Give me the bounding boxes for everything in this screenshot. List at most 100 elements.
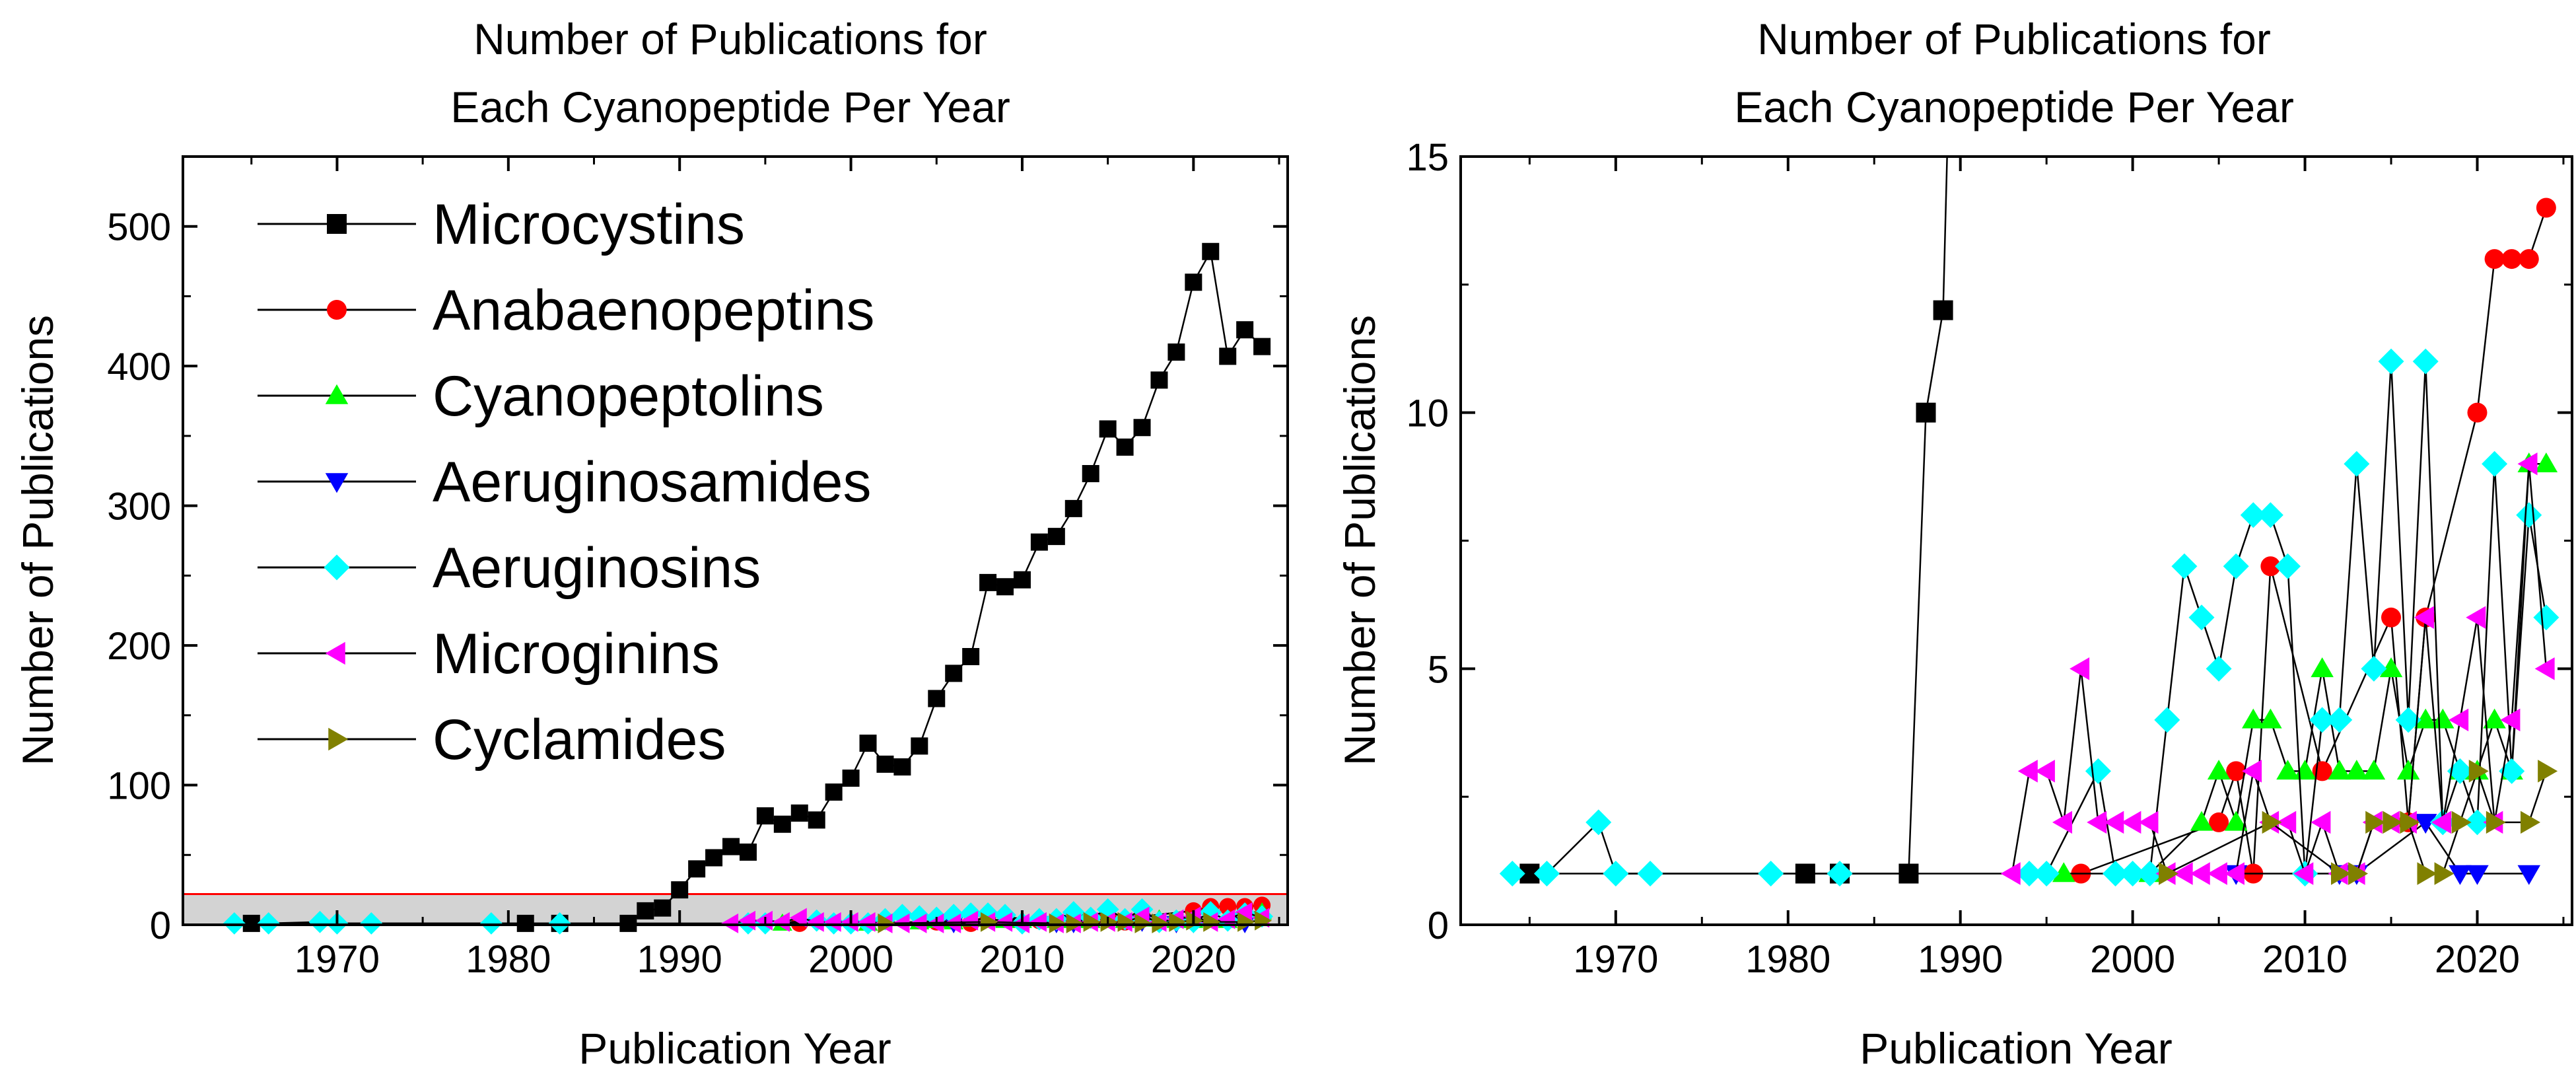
right-point-anabaenopeptins [2501,249,2522,270]
left-x-tick-label: 1990 [637,938,722,981]
right-point-aeruginosamides [2517,865,2541,885]
legend-marker [327,300,347,320]
legend: Microcystins Anabaenopeptins Cyanopeptolin… [258,193,874,772]
right-point-cyanopeptolins [2224,811,2248,831]
left-x-tick-label: 2020 [1151,938,1236,981]
right-point-aeruginosins [2378,348,2404,375]
right-point-cyanopeptolins [2328,760,2351,780]
left-point-microcystins [688,860,706,878]
left-point-microcystins [790,804,808,822]
left-point-aeruginosins [977,902,999,925]
right-point-cyanopeptolins [2207,760,2231,780]
right-point-aeruginosins [2412,348,2439,375]
left-point-cyclamides [1237,912,1255,932]
right-point-aeruginosamides [2414,814,2437,834]
left-series-cyclamides [878,910,1272,933]
right-point-microginins [2000,862,2021,885]
right-point-aeruginosins [2344,451,2370,477]
right-point-cyanopeptolins [2242,708,2265,729]
right-point-cyanopeptolins [2052,862,2075,883]
right-point-aeruginosins [2171,553,2198,579]
right-series-microcystins [1519,157,1953,884]
right-point-aeruginosins [2085,758,2111,784]
right-x-tick-label: 1990 [1918,938,2003,981]
right-point-microginins [2276,811,2297,834]
left-x-tick-label: 2010 [979,938,1064,981]
right-point-microcystins [1916,402,1936,423]
legend-label: Aeruginosamides [433,451,871,514]
left-point-microcystins [876,755,894,773]
right-point-cyanopeptolins [2414,708,2437,729]
right-point-cyclamides [2365,811,2386,834]
right-point-aeruginosins [2103,860,2129,886]
right-point-aeruginosins [2223,553,2249,579]
left-point-microcystins [1219,347,1237,365]
right-y-tick-label: 15 [1406,136,1449,179]
right-point-microginins [2017,760,2038,783]
legend-item-anabaenopeptins: Anabaenopeptins [258,279,874,342]
legend-marker [328,727,349,751]
right-point-cyclamides [2538,760,2558,783]
right-plot-frame [1459,155,2573,926]
right-point-aeruginosins [2274,553,2301,579]
right-point-microginins [2104,811,2124,834]
right-y-axis-label: Number of Publications [1335,315,1384,766]
legend-label: Cyanopeptolins [433,365,824,428]
right-point-anabaenopeptins [2209,812,2229,832]
right-point-microginins [2517,452,2538,476]
right-point-cyanopeptolins [2345,760,2369,780]
legend-item-microginins: Microginins [258,622,720,686]
left-point-microcystins [1013,571,1031,589]
left-point-microcystins [756,807,774,825]
right-point-aeruginosins [2309,707,2336,733]
left-point-cyclamides [981,912,998,932]
right-x-axis-label: Publication Year [1860,1024,2172,1073]
right-point-aeruginosins [1499,860,1525,886]
left-point-microcystins [739,844,757,861]
right-point-aeruginosins [2016,860,2042,886]
right-chart: Number of Publications for Each Cyanopep… [1335,15,2573,1073]
right-point-aeruginosins [2120,860,2146,886]
left-x-tick-label: 1970 [295,938,380,981]
left-point-cyclamides [1169,912,1187,932]
right-series-layer [1499,157,2559,886]
right-series-cyanopeptolins [2052,452,2558,883]
right-point-aeruginosins [1533,860,1560,886]
legend-label: Microginins [433,622,720,686]
right-point-cyclamides [2159,862,2179,885]
left-point-microcystins [1030,533,1048,551]
legend-marker [325,384,349,404]
right-point-anabaenopeptins [2519,249,2539,270]
left-point-microcystins [705,849,723,867]
left-point-cyclamides [1083,912,1101,932]
left-point-microginins [1029,912,1047,932]
left-chart-title-line-1: Number of Publications for [473,15,987,63]
right-point-aeruginosins [2482,451,2508,477]
right-point-aeruginosamides [2466,865,2489,885]
right-point-microginins [2035,760,2055,783]
legend-marker [325,641,345,665]
left-y-tick-label: 400 [107,345,171,388]
right-x-tick-label: 2020 [2435,938,2520,981]
right-point-microginins [2052,811,2073,834]
right-point-microginins [2138,811,2159,834]
left-point-microginins [806,912,824,932]
right-point-cyanopeptolins [2311,657,2334,678]
left-point-microginins [789,908,807,928]
right-series-aeruginosins [1499,348,2559,886]
right-point-cyanopeptolins [2190,811,2213,831]
right-point-microginins [2207,862,2227,885]
left-point-microcystins [996,578,1014,596]
left-point-microcystins [1167,343,1185,361]
legend-item-cyanopeptolins: Cyanopeptolins [258,365,824,428]
left-point-aeruginosins [308,910,331,933]
left-point-aeruginosins [257,912,280,935]
legend-label: Microcystins [433,193,745,256]
left-point-aeruginosins [360,912,383,935]
right-point-cyanopeptolins [2259,708,2282,729]
left-plot-frame [182,155,1289,926]
right-point-aeruginosins [2188,604,2215,631]
right-point-microginins [2293,862,2314,885]
right-point-aeruginosins [2464,809,2490,836]
left-y-axis-label: Number of Publications [13,315,62,766]
